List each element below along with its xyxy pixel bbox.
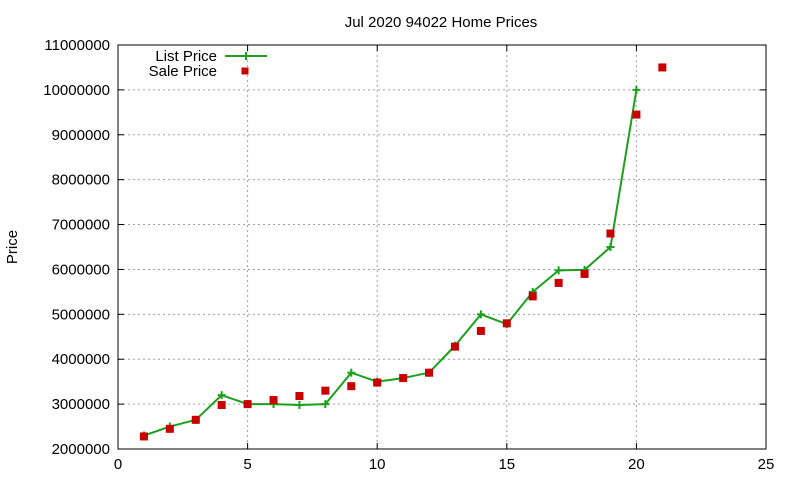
y-tick-label: 9000000	[52, 127, 110, 144]
y-tick-label: 4000000	[52, 351, 110, 368]
y-tick-label: 2000000	[52, 441, 110, 458]
x-tick-label: 15	[498, 456, 515, 473]
y-tick-label: 5000000	[52, 306, 110, 323]
x-tick-label: 25	[758, 456, 775, 473]
sale-price-point	[425, 368, 434, 377]
sale-price-point	[528, 292, 537, 301]
sale-price-point	[321, 386, 330, 395]
list-price-point	[554, 266, 563, 275]
y-tick-label: 6000000	[52, 261, 110, 278]
sale-price-point	[191, 415, 200, 424]
sale-price-point	[165, 424, 174, 433]
list-price-point	[347, 368, 356, 377]
axis-ticks: 0 5 10 15 20 25 2000000 3000000 4000000 5000000 60…	[43, 37, 774, 473]
sale-price-point	[295, 392, 304, 401]
sale-price-point	[658, 63, 667, 72]
sale-price-point	[139, 432, 148, 441]
legend-marker-list-price	[242, 52, 250, 60]
x-tick-label: 5	[243, 456, 251, 473]
sale-price-point	[243, 400, 252, 409]
sale-price-point	[554, 278, 563, 287]
y-axis-label: Price	[4, 230, 21, 264]
series-layer	[139, 63, 667, 441]
sale-price-point	[580, 269, 589, 278]
sale-price-point	[632, 110, 641, 119]
list-price-line	[143, 89, 638, 437]
sale-price-point	[450, 342, 459, 351]
sale-price-point	[606, 229, 615, 238]
sale-price-point	[399, 374, 408, 383]
sale-price-point	[269, 396, 278, 405]
legend-plus-marker	[242, 52, 250, 60]
x-tick-label: 0	[114, 456, 122, 473]
list-price-point	[321, 400, 330, 409]
y-tick-label: 3000000	[52, 396, 110, 413]
sale-price-point	[217, 401, 226, 410]
y-tick-label: 7000000	[52, 217, 110, 234]
list-price-point	[295, 401, 304, 410]
y-tick-label: 10000000	[43, 82, 110, 99]
y-tick-label: 8000000	[52, 172, 110, 189]
sale-price-point	[476, 326, 485, 335]
grid-lines	[118, 45, 766, 449]
legend-label-sale-price: Sale Price	[149, 63, 217, 80]
legend-marker-sale-price	[241, 67, 249, 75]
y-tick-label: 11000000	[44, 37, 110, 54]
sale-price-point	[347, 382, 356, 391]
legend-label-list-price: List Price	[155, 48, 217, 65]
chart-title: Jul 2020 94022 Home Prices	[345, 14, 538, 31]
sale-price-point	[373, 378, 382, 387]
list-price-point	[632, 85, 641, 94]
list-price-point	[217, 391, 226, 400]
list-price-point	[606, 243, 615, 251]
sale-price-point	[502, 319, 511, 328]
plot-frame	[117, 44, 767, 450]
legend: List Price Sale Price	[149, 48, 267, 80]
x-tick-label: 10	[369, 456, 386, 473]
x-tick-label: 20	[628, 456, 645, 473]
list-price-point	[476, 310, 485, 319]
